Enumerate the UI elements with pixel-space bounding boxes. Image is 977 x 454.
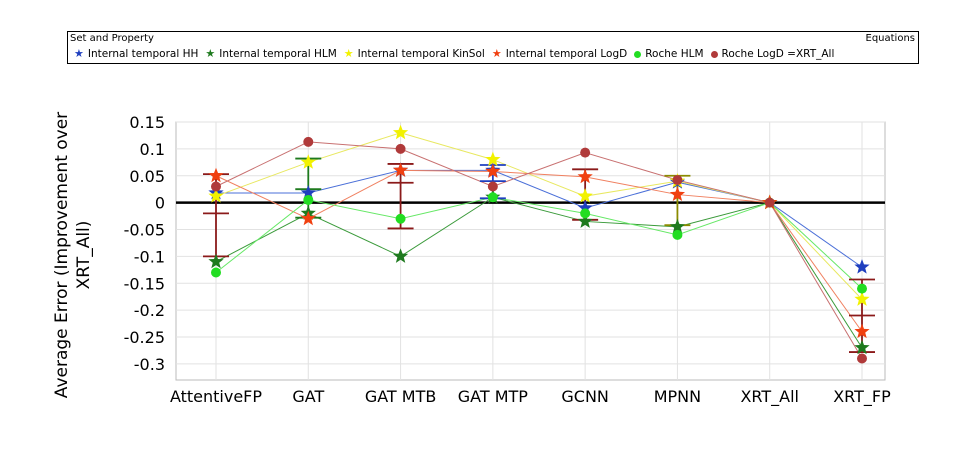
legend-item-internal-temporal-hh: ★ Internal temporal HH bbox=[74, 48, 198, 60]
data-point-gat-mtb bbox=[392, 162, 409, 177]
x-tick-label-xrt-all: XRT_All bbox=[740, 387, 799, 407]
x-tick-label-attentivefp: AttentiveFP bbox=[170, 387, 262, 406]
y-tick-label: 0.15 bbox=[129, 113, 165, 132]
legend-right-heading: Equations bbox=[865, 33, 916, 44]
star-icon: ★ bbox=[74, 47, 84, 60]
data-point-gat-mtb bbox=[395, 213, 406, 224]
series-line-roche-logd-xrt-all bbox=[215, 141, 863, 359]
series-lines bbox=[215, 132, 863, 359]
legend-item-label: Roche HLM bbox=[645, 48, 704, 60]
series-line-internal-temporal-hlm bbox=[215, 196, 863, 349]
data-point-mpnn bbox=[672, 175, 683, 186]
y-tick-label: -0.25 bbox=[124, 328, 165, 347]
y-axis-label-line-1: Average Error (Improvement over bbox=[52, 112, 72, 398]
y-tick-label: 0 bbox=[155, 194, 165, 213]
data-point-gcnn bbox=[577, 213, 593, 228]
data-point-gat bbox=[300, 154, 316, 169]
legend-item-label: Roche LogD =XRT_All bbox=[721, 48, 835, 60]
data-point-gat-mtp bbox=[485, 151, 501, 167]
x-tick-label-gat: GAT bbox=[292, 387, 324, 406]
legend-item-label: Internal temporal HLM bbox=[219, 48, 337, 60]
y-tick-label: -0.15 bbox=[124, 274, 165, 293]
series-line-roche-hlm bbox=[215, 196, 863, 289]
data-point-gcnn bbox=[580, 208, 591, 219]
series-markers-roche-logd-xrt-all bbox=[211, 136, 867, 364]
data-point-xrt-all bbox=[764, 197, 775, 208]
data-point-gat-mtb bbox=[395, 143, 406, 154]
star-icon: ★ bbox=[343, 47, 354, 60]
legend-item-label: Internal temporal KinSol bbox=[357, 48, 485, 60]
legend-item-internal-temporal-hlm: ★ Internal temporal HLM bbox=[205, 48, 336, 60]
series-markers bbox=[208, 124, 870, 364]
data-point-gcnn bbox=[577, 200, 593, 215]
data-point-gat-mtb bbox=[392, 248, 409, 263]
x-axis-ticks: AttentiveFP GAT GAT MTB GAT MTP GCNN MPNN XRT_… bbox=[170, 387, 891, 407]
data-point-mpnn bbox=[669, 218, 686, 234]
data-point-xrt-fp bbox=[857, 353, 867, 364]
data-point-attentivefp bbox=[211, 267, 221, 278]
data-point-gat-mtp bbox=[487, 181, 498, 192]
y-tick-label: 0.1 bbox=[140, 140, 165, 159]
star-icon: ★ bbox=[491, 47, 502, 60]
series-line-internal-temporal-logd bbox=[215, 169, 863, 332]
x-tick-label-gat-mtb: GAT MTB bbox=[365, 387, 437, 406]
data-point-gat bbox=[303, 136, 314, 147]
data-point-attentivefp bbox=[208, 188, 224, 203]
legend-item-internal-temporal-kinsol: ★ Internal temporal KinSol bbox=[344, 48, 485, 60]
circle-icon bbox=[634, 50, 642, 58]
data-point-mpnn bbox=[672, 229, 683, 240]
y-tick-label: -0.2 bbox=[134, 301, 165, 320]
data-point-gcnn bbox=[577, 188, 593, 203]
data-point-xrt-fp bbox=[854, 291, 870, 306]
x-tick-label-mpnn: MPNN bbox=[654, 387, 701, 406]
data-point-attentivefp bbox=[211, 181, 221, 192]
legend-item-internal-temporal-logd: ★ Internal temporal LogD bbox=[492, 48, 627, 60]
data-point-gat bbox=[300, 210, 316, 226]
data-point-gat-mtp bbox=[485, 163, 501, 178]
legend-item-roche-logd-xrt-all: Roche LogD =XRT_All bbox=[710, 48, 835, 60]
x-tick-label-xrt-fp: XRT_FP bbox=[833, 387, 891, 407]
legend: Set and Property Equations ★ Internal tem… bbox=[67, 31, 919, 64]
legend-item-label: Internal temporal LogD bbox=[505, 48, 628, 60]
circle-icon bbox=[710, 50, 718, 58]
data-point-gat bbox=[303, 194, 314, 205]
y-tick-label: -0.3 bbox=[134, 355, 165, 374]
legend-item-roche-hlm: Roche HLM bbox=[634, 48, 704, 60]
data-point-attentivefp bbox=[208, 253, 224, 269]
data-point-xrt-fp bbox=[854, 339, 870, 355]
legend-items: ★ Internal temporal HH ★ Internal temporal … bbox=[74, 48, 841, 60]
data-point-xrt-fp bbox=[854, 259, 870, 274]
legend-left-heading: Set and Property bbox=[70, 33, 154, 44]
x-tick-label-gat-mtp: GAT MTP bbox=[458, 387, 529, 406]
plot-area bbox=[175, 121, 886, 381]
data-point-gcnn bbox=[577, 168, 593, 184]
y-axis-ticks: 0.15 0.1 0.05 0 -0.05 -0.1 -0.15 -0.2 -0.25 -0.3 bbox=[124, 113, 165, 374]
y-tick-label: 0.05 bbox=[129, 167, 165, 186]
data-point-attentivefp bbox=[208, 167, 224, 183]
data-point-xrt-fp bbox=[857, 283, 867, 294]
legend-item-label: Internal temporal HH bbox=[87, 48, 199, 60]
data-point-gcnn bbox=[580, 147, 591, 158]
x-tick-label-gcnn: GCNN bbox=[561, 387, 609, 406]
data-point-mpnn bbox=[669, 186, 686, 202]
data-point-gat-mtb bbox=[392, 124, 409, 140]
y-axis-label-line-2: XRT_All) bbox=[74, 221, 94, 290]
data-point-gat-mtp bbox=[487, 192, 498, 203]
star-icon: ★ bbox=[205, 47, 216, 60]
data-point-gat bbox=[300, 184, 316, 200]
y-tick-label: -0.05 bbox=[124, 221, 165, 240]
y-tick-label: -0.1 bbox=[134, 247, 165, 266]
data-point-xrt-fp bbox=[854, 323, 870, 339]
